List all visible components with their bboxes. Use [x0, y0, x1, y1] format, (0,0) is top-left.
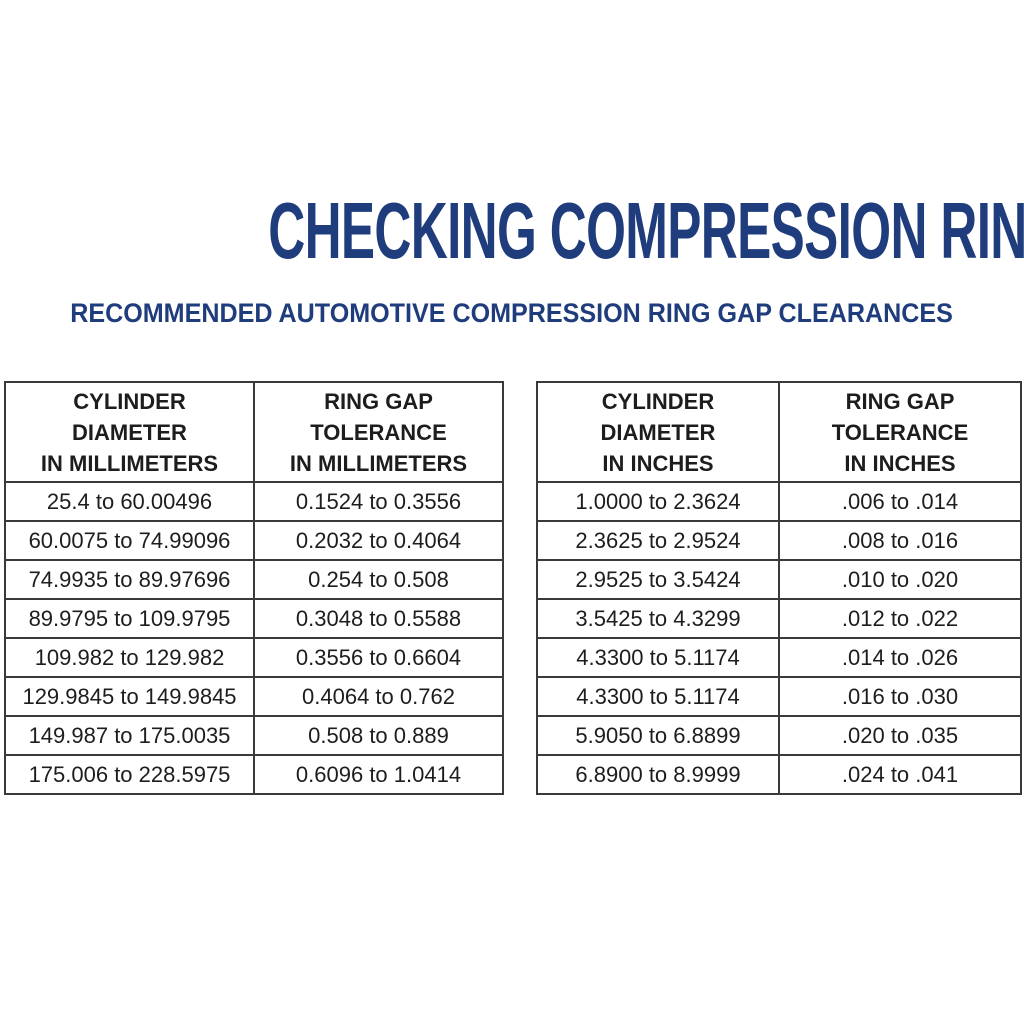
table-cell: 25.4 to 60.00496: [4, 481, 255, 522]
table-cell: 6.8900 to 8.9999: [536, 754, 780, 795]
table-cell: 74.9935 to 89.97696: [4, 559, 255, 600]
table-row: 175.006 to 228.5975 0.6096 to 1.0414: [4, 754, 504, 795]
table-cell: 0.2032 to 0.4064: [253, 520, 504, 561]
table-row: 4.3300 to 5.1174.016 to .030: [536, 676, 1022, 717]
table-cell: 0.508 to 0.889: [253, 715, 504, 756]
table-cell: .014 to .026: [778, 637, 1022, 678]
table-row: 60.0075 to 74.99096 0.2032 to 0.4064: [4, 520, 504, 561]
table-cell: .016 to .030: [778, 676, 1022, 717]
table-row: 2.3625 to 2.9524.008 to .016: [536, 520, 1022, 561]
table-cell: 2.3625 to 2.9524: [536, 520, 780, 561]
table-cell: .012 to .022: [778, 598, 1022, 639]
table-cell: 0.3048 to 0.5588: [253, 598, 504, 639]
table-cell: .006 to .014: [778, 481, 1022, 522]
table-row: 6.8900 to 8.9999.024 to .041: [536, 754, 1022, 795]
page-title: CHECKING COMPRESSION RING GAPS: [268, 186, 1024, 275]
table-header-row: CYLINDER DIAMETER IN MILLIMETERS RING GA…: [4, 381, 504, 483]
column-header-cylinder-diameter-inches: CYLINDER DIAMETER IN INCHES: [536, 381, 780, 483]
table-cell: 0.254 to 0.508: [253, 559, 504, 600]
table-row: 25.4 to 60.00496 0.1524 to 0.3556: [4, 481, 504, 522]
table-cell: .020 to .035: [778, 715, 1022, 756]
table-row: 109.982 to 129.982 0.3556 to 0.6604: [4, 637, 504, 678]
table-row: 5.9050 to 6.8899.020 to .035: [536, 715, 1022, 756]
ring-gap-table-millimeters: CYLINDER DIAMETER IN MILLIMETERS RING GA…: [4, 381, 504, 795]
table-cell: 89.9795 to 109.9795: [4, 598, 255, 639]
table-cell: 0.4064 to 0.762: [253, 676, 504, 717]
table-cell: 149.987 to 175.0035: [4, 715, 255, 756]
table-cell: 129.9845 to 149.9845: [4, 676, 255, 717]
table-row: 1.0000 to 2.3624.006 to .014: [536, 481, 1022, 522]
table-header: CYLINDER DIAMETER IN MILLIMETERS RING GA…: [4, 381, 504, 483]
table-cell: .024 to .041: [778, 754, 1022, 795]
tables-container: CYLINDER DIAMETER IN MILLIMETERS RING GA…: [4, 381, 1022, 795]
table-cell: 2.9525 to 3.5424: [536, 559, 780, 600]
table-cell: 4.3300 to 5.1174: [536, 676, 780, 717]
table-row: 89.9795 to 109.9795 0.3048 to 0.5588: [4, 598, 504, 639]
table-row: 2.9525 to 3.5424.010 to .020: [536, 559, 1022, 600]
table-cell: 3.5425 to 4.3299: [536, 598, 780, 639]
table-header: CYLINDER DIAMETER IN INCHES RING GAP TOL…: [536, 381, 1022, 483]
table-row: 149.987 to 175.0035 0.508 to 0.889: [4, 715, 504, 756]
table-cell: 4.3300 to 5.1174: [536, 637, 780, 678]
table-cell: .008 to .016: [778, 520, 1022, 561]
table-cell: 175.006 to 228.5975: [4, 754, 255, 795]
table-cell: 5.9050 to 6.8899: [536, 715, 780, 756]
table-body: 1.0000 to 2.3624.006 to .014 2.3625 to 2.…: [536, 481, 1022, 795]
column-header-ring-gap-tolerance-inches: RING GAP TOLERANCE IN INCHES: [778, 381, 1022, 483]
column-header-ring-gap-tolerance-mm: RING GAP TOLERANCE IN MILLIMETERS: [253, 381, 504, 483]
table-cell: .010 to .020: [778, 559, 1022, 600]
table-row: 3.5425 to 4.3299.012 to .022: [536, 598, 1022, 639]
table-cell: 1.0000 to 2.3624: [536, 481, 780, 522]
table-cell: 0.3556 to 0.6604: [253, 637, 504, 678]
title-row: CHECKING COMPRESSION RING GAPS: [0, 191, 1024, 271]
page-subtitle: RECOMMENDED AUTOMOTIVE COMPRESSION RING …: [70, 298, 954, 328]
table-cell: 109.982 to 129.982: [4, 637, 255, 678]
ring-gap-table-inches: CYLINDER DIAMETER IN INCHES RING GAP TOL…: [536, 381, 1022, 795]
table-body: 25.4 to 60.00496 0.1524 to 0.3556 60.0075 …: [4, 481, 504, 795]
table-row: 129.9845 to 149.9845 0.4064 to 0.762: [4, 676, 504, 717]
table-row: 74.9935 to 89.97696 0.254 to 0.508: [4, 559, 504, 600]
table-row: 4.3300 to 5.1174.014 to .026: [536, 637, 1022, 678]
column-header-cylinder-diameter-mm: CYLINDER DIAMETER IN MILLIMETERS: [4, 381, 255, 483]
table-header-row: CYLINDER DIAMETER IN INCHES RING GAP TOL…: [536, 381, 1022, 483]
table-cell: 60.0075 to 74.99096: [4, 520, 255, 561]
table-cell: 0.6096 to 1.0414: [253, 754, 504, 795]
table-cell: 0.1524 to 0.3556: [253, 481, 504, 522]
subtitle-row: RECOMMENDED AUTOMOTIVE COMPRESSION RING …: [0, 298, 1024, 329]
